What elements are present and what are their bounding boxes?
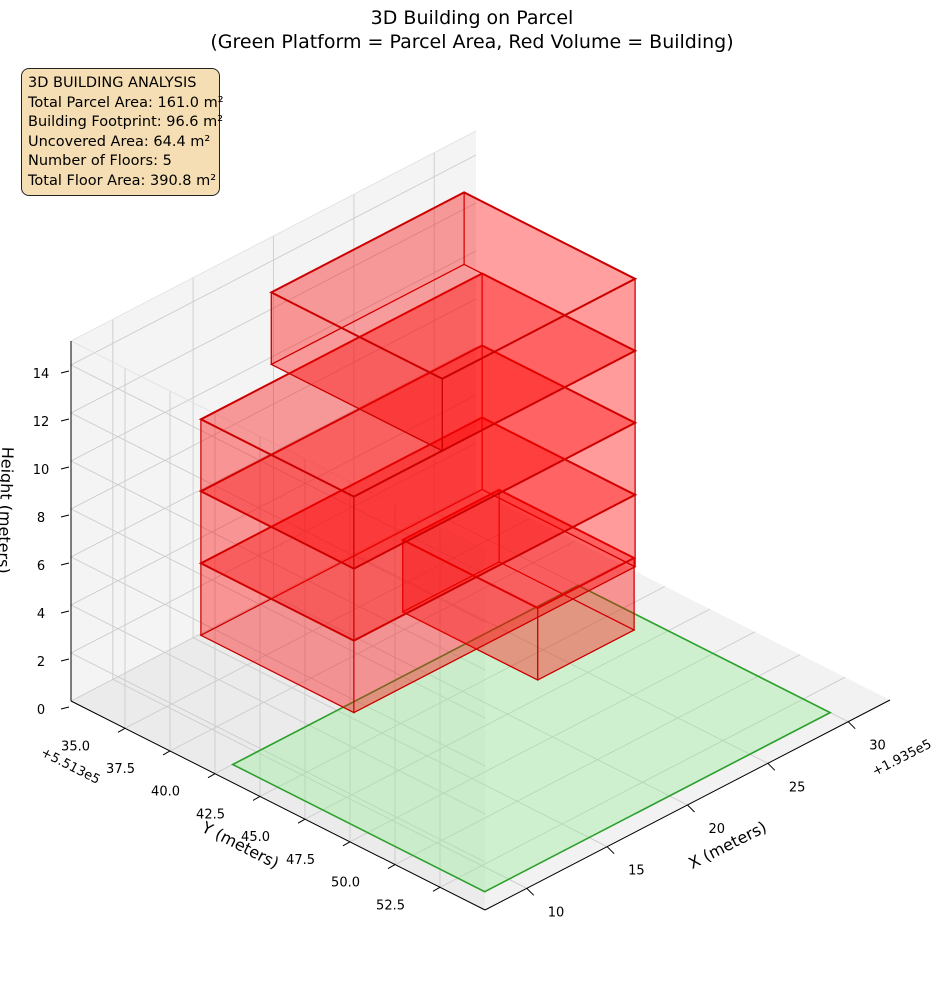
z-axis-title: Height (meters) xyxy=(0,446,17,574)
x-axis-title: X (meters) xyxy=(685,817,769,873)
info-parcel-area: Total Parcel Area: 161.0 m² xyxy=(28,94,224,111)
x-tick xyxy=(767,762,776,771)
chart-title-line-2: (Green Platform = Parcel Area, Red Volum… xyxy=(210,31,734,53)
z-tick xyxy=(60,418,70,422)
z-tick xyxy=(60,562,70,566)
parcel-platform xyxy=(230,584,832,893)
x-tick xyxy=(606,846,615,855)
z-tick-label: 6 xyxy=(37,559,45,574)
x-tick xyxy=(687,804,695,813)
info-number-of-floors: Number of Floors: 5 xyxy=(28,153,172,170)
x-tick-label: 10 xyxy=(548,905,565,920)
x-tick-label: 20 xyxy=(709,822,726,837)
building-floor-1 xyxy=(400,488,637,681)
y-tick-label: 42.5 xyxy=(196,807,225,822)
x-tick-label: 15 xyxy=(628,864,645,879)
y-tick-label: 52.5 xyxy=(376,898,405,913)
y-tick xyxy=(342,841,351,847)
z-tick-label: 2 xyxy=(37,655,45,670)
x-tick-label: 25 xyxy=(789,780,806,795)
y-tick-label: 40.0 xyxy=(151,785,180,800)
floor-top-face xyxy=(269,191,638,380)
info-uncovered-area: Uncovered Area: 64.4 m² xyxy=(28,133,211,150)
x-tick-label: 30 xyxy=(869,739,886,754)
z-tick xyxy=(60,658,70,662)
y-tick xyxy=(162,750,171,756)
y-tick xyxy=(117,727,126,733)
z-tick-label: 14 xyxy=(33,367,50,382)
z-tick-label: 4 xyxy=(37,607,45,622)
y-tick-label: 35.0 xyxy=(61,739,90,754)
x-tick xyxy=(526,887,535,896)
building-floor-3 xyxy=(198,344,638,642)
z-tick-label: 8 xyxy=(37,511,45,526)
y-tick-label: 37.5 xyxy=(106,762,135,777)
y-tick-label: 45.0 xyxy=(241,830,270,845)
z-tick xyxy=(60,514,70,518)
info-building-footprint: Building Footprint: 96.6 m² xyxy=(28,114,224,131)
floor-top-face xyxy=(400,488,637,610)
chart-title-line-1: 3D Building on Parcel xyxy=(370,7,574,29)
z-tick xyxy=(60,466,70,470)
z-tick xyxy=(60,370,70,374)
building-floor-4 xyxy=(198,272,638,570)
y-tick xyxy=(387,864,396,869)
y-tick-label: 50.0 xyxy=(331,876,360,891)
y-tick xyxy=(252,795,261,801)
z-tick-label: 10 xyxy=(33,463,50,478)
y-tick xyxy=(432,886,441,892)
info-total-floor-area: Total Floor Area: 390.8 m² xyxy=(28,172,217,189)
analysis-info-box: 3D BUILDING ANALYSIS Total Parcel Area: … xyxy=(21,68,224,196)
building-volume xyxy=(198,191,638,714)
info-heading: 3D BUILDING ANALYSIS xyxy=(28,75,197,91)
z-tick-label: 0 xyxy=(37,703,45,718)
z-tick xyxy=(60,706,70,710)
y-tick xyxy=(297,818,306,824)
y-tick xyxy=(207,773,216,779)
x-tick xyxy=(847,721,856,730)
building-floor-5 xyxy=(269,191,638,452)
z-tick-label: 12 xyxy=(33,415,50,430)
y-tick-label: 47.5 xyxy=(286,853,315,868)
building-floor-2 xyxy=(198,416,638,714)
y-axis-line xyxy=(70,700,486,911)
z-tick xyxy=(60,610,70,614)
